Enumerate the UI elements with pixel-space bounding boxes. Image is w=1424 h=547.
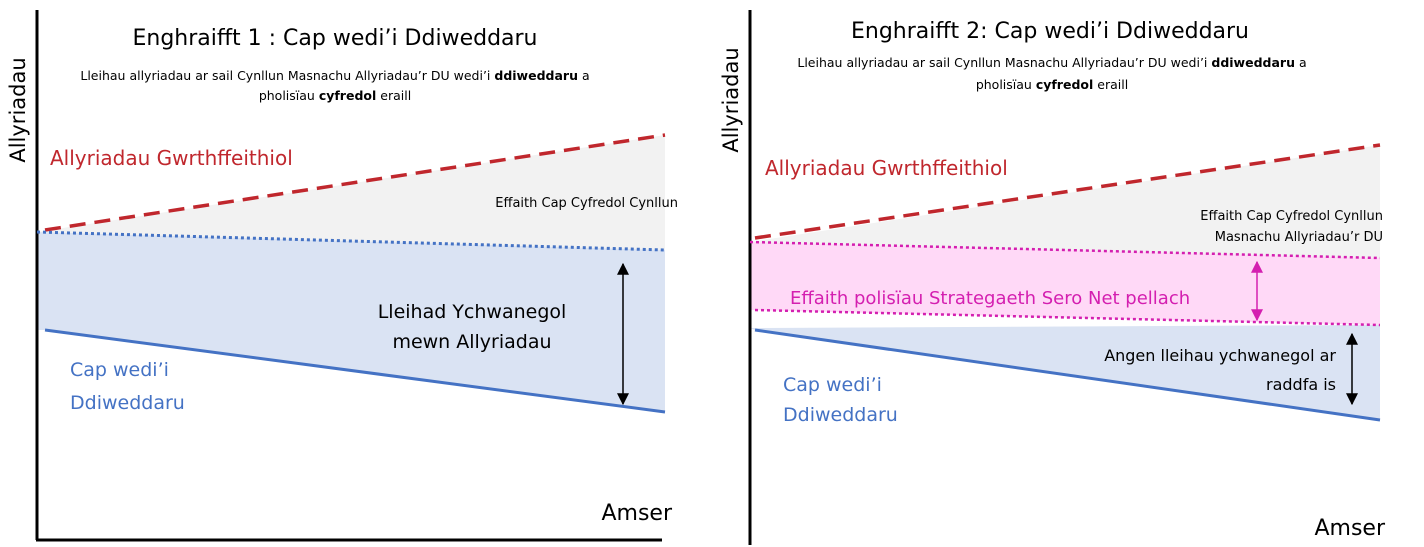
subtitle: pholisïau cyfredol eraill (976, 77, 1128, 92)
counterfactual-line (44, 133, 666, 232)
subtitle: pholisïau cyfredol eraill (259, 88, 411, 103)
subtitle-bold: ddiweddaru (1211, 55, 1295, 70)
subtitle-part: a (1295, 55, 1307, 70)
counterfactual-area (750, 145, 1380, 258)
current-cap-label: Effaith Cap Cyfredol Cynllun (1200, 209, 1383, 224)
counterfactual-line (754, 143, 1381, 240)
subtitle-part: pholisïau (259, 88, 319, 103)
updated-cap-label: Cap wedi’i (783, 374, 882, 396)
net-zero-label: Effaith polisïau Strategaeth Sero Net pe… (790, 288, 1190, 309)
reduction-label: mewn Allyriadau (392, 331, 551, 353)
counterfactual-label: Allyriadau Gwrthffeithiol (765, 156, 1008, 180)
subtitle-part: pholisïau (976, 77, 1036, 92)
updated-cap-label: Ddiweddaru (70, 392, 185, 414)
subtitle-part: eraill (376, 88, 411, 103)
subtitle-bold: cyfredol (319, 88, 376, 103)
subtitle-part: eraill (1093, 77, 1128, 92)
x-axis-label: Amser (601, 501, 672, 526)
subtitle-part: Lleihau allyriadau ar sail Cynllun Masna… (797, 55, 1211, 70)
panel-1: Enghraifft 1 : Cap wedi’i Ddiweddaru Lle… (6, 10, 678, 542)
updated-cap-label: Cap wedi’i (70, 359, 169, 381)
counterfactual-area (37, 135, 665, 250)
y-axis-label: Allyriadau (6, 57, 30, 162)
x-axis-label: Amser (1314, 516, 1385, 541)
net-zero-area (750, 242, 1380, 325)
net-zero-line (754, 308, 1381, 327)
panel-2: Enghraifft 2: Cap wedi’i Ddiweddaru Llei… (719, 10, 1386, 545)
reduction-label: Lleihad Ychwanegol (378, 301, 567, 323)
subtitle-bold: ddiweddaru (494, 68, 578, 83)
subtitle: Lleihau allyriadau ar sail Cynllun Masna… (797, 55, 1306, 70)
subtitle: Lleihau allyriadau ar sail Cynllun Masna… (80, 68, 589, 83)
subtitle-part: Lleihau allyriadau ar sail Cynllun Masna… (80, 68, 494, 83)
reduction-label: Angen lleihau ychwanegol ar (1104, 346, 1336, 365)
y-axis-label: Allyriadau (719, 47, 743, 152)
reduction-label: raddfa is (1266, 375, 1336, 394)
current-cap-line (36, 230, 666, 252)
updated-cap-label: Ddiweddaru (783, 404, 898, 426)
reduction-area (37, 232, 665, 412)
title: Enghraifft 1 : Cap wedi’i Ddiweddaru (132, 26, 537, 51)
updated-cap-line (754, 328, 1381, 422)
counterfactual-label: Allyriadau Gwrthffeithiol (50, 146, 293, 170)
subtitle-bold: cyfredol (1036, 77, 1093, 92)
current-cap-label: Masnachu Allyriadau’r DU (1215, 230, 1383, 245)
title: Enghraifft 2: Cap wedi’i Ddiweddaru (851, 19, 1249, 44)
updated-cap-line (44, 328, 666, 414)
subtitle-part: a (578, 68, 590, 83)
current-cap-label: Effaith Cap Cyfredol Cynllun (495, 196, 678, 211)
